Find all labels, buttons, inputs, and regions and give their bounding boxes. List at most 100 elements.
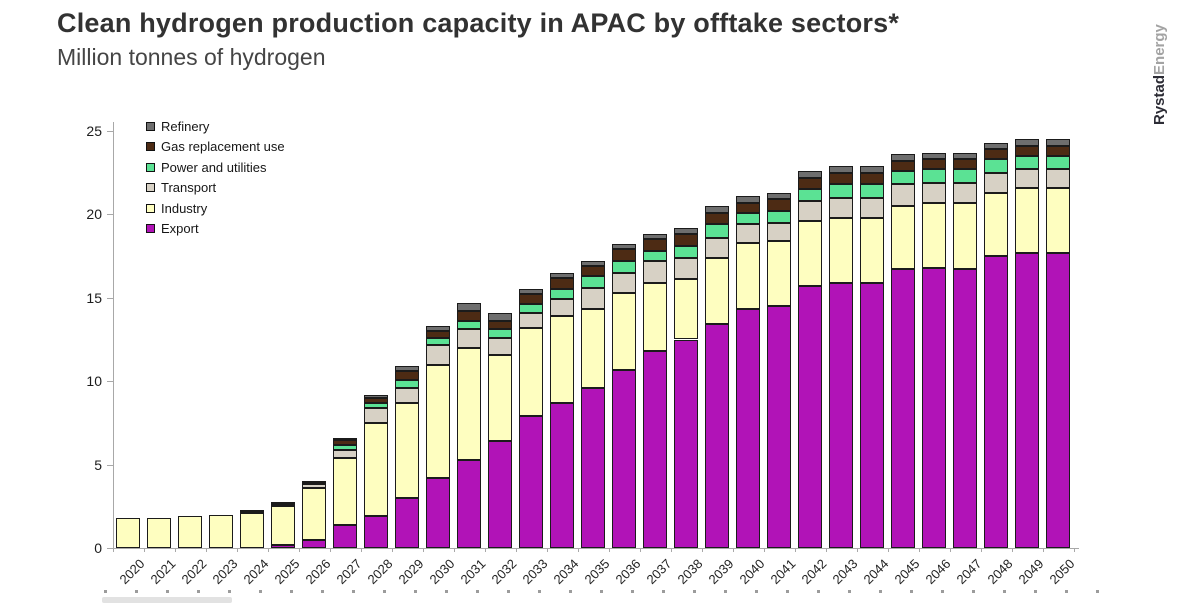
bar-segment (798, 189, 822, 202)
bar-segment (736, 242, 760, 310)
y-tick-label: 5 (94, 456, 102, 473)
bar-segment (798, 286, 822, 548)
x-axis-year-label: 2021 (147, 556, 179, 588)
bar-segment (860, 282, 884, 548)
x-tick-mark (143, 548, 145, 552)
bar-segment (674, 227, 698, 235)
bar-segment (829, 197, 853, 218)
bar-segment (271, 544, 295, 548)
bar-segment (271, 503, 295, 507)
bar-segment (333, 449, 357, 458)
bar-segment (705, 224, 729, 238)
bar-segment (488, 312, 512, 322)
bar-segment (829, 184, 853, 198)
x-axis-year-label: 2050 (1046, 556, 1078, 588)
x-axis-year-label: 2041 (767, 556, 799, 588)
bar-segment (674, 279, 698, 340)
bar-segment (519, 294, 543, 305)
x-axis-year-label: 2042 (798, 556, 830, 588)
bar-segment (953, 269, 977, 548)
x-tick-mark (205, 548, 207, 552)
bar-segment (426, 331, 450, 338)
bar-segment (798, 221, 822, 287)
bar-segment (488, 337, 512, 355)
bar-segment (302, 483, 326, 488)
x-tick-mark (174, 548, 176, 552)
bar-segment (736, 202, 760, 213)
bar-segment (457, 311, 481, 322)
bar-segment (922, 202, 946, 268)
legend-item: Refinery (146, 116, 285, 137)
bar-segment (116, 517, 140, 548)
legend-label: Power and utilities (161, 159, 267, 175)
bar-segment (488, 354, 512, 442)
bar-segment (1046, 146, 1070, 156)
bar-segment (364, 407, 388, 423)
x-tick-mark (236, 548, 238, 552)
bar-segment (736, 224, 760, 243)
bar-segment (581, 261, 605, 267)
bar-segment (364, 397, 388, 403)
x-tick-mark (515, 548, 517, 552)
legend-swatch-icon (146, 142, 155, 152)
x-axis-year-label: 2031 (457, 556, 489, 588)
bar-segment (767, 192, 791, 200)
bar-segment (519, 416, 543, 548)
bar-segment (922, 182, 946, 203)
x-tick-mark (794, 548, 796, 552)
bar-segment (488, 329, 512, 338)
legend-swatch-icon (146, 162, 155, 172)
bar-segment (922, 267, 946, 548)
bar-segment (1015, 169, 1039, 188)
legend-swatch-icon (146, 203, 155, 213)
bar-segment (643, 282, 667, 352)
bar-segment (271, 502, 295, 505)
x-tick-mark (112, 548, 114, 552)
bar-segment (612, 369, 636, 548)
legend-label: Transport (161, 180, 217, 196)
bar-segment (984, 172, 1008, 193)
x-tick-mark (856, 548, 858, 552)
bar-segment (364, 516, 388, 548)
bar-segment (550, 289, 574, 300)
bar-segment (1046, 187, 1070, 253)
rystad-energy-logo: RystadEnergy (1151, 21, 1169, 125)
legend-item: Industry (146, 198, 285, 219)
bar-segment (829, 172, 853, 185)
bar-segment (860, 172, 884, 185)
bar-segment (1046, 139, 1070, 146)
cropped-footnote-dots (104, 590, 1104, 593)
bar-segment (519, 327, 543, 417)
bar-segment (333, 440, 357, 445)
bar-segment (705, 206, 729, 213)
x-axis-year-label: 2020 (116, 556, 148, 588)
x-axis-year-label: 2034 (550, 556, 582, 588)
bar-segment (302, 539, 326, 548)
bar-segment (984, 149, 1008, 160)
legend-item: Power and utilities (146, 157, 285, 178)
cropped-footnote-text (102, 597, 232, 603)
bar-segment (767, 222, 791, 242)
bar-segment (426, 326, 450, 332)
y-tick-mark (107, 464, 113, 466)
bar-segment (550, 299, 574, 317)
bar-segment (860, 184, 884, 198)
bar-segment (891, 154, 915, 162)
x-tick-mark (546, 548, 548, 552)
x-axis-year-label: 2024 (240, 556, 272, 588)
bar-segment (922, 169, 946, 183)
bar-segment (550, 272, 574, 278)
x-axis-year-label: 2045 (891, 556, 923, 588)
bar-segment (550, 316, 574, 403)
x-tick-mark (577, 548, 579, 552)
x-axis-year-label: 2026 (302, 556, 334, 588)
legend-item: Transport (146, 178, 285, 199)
bar-segment (984, 159, 1008, 173)
bar-segment (333, 437, 357, 441)
legend-label: Gas replacement use (161, 139, 285, 155)
bar-segment (364, 422, 388, 517)
bar-segment (829, 217, 853, 283)
x-tick-mark (1042, 548, 1044, 552)
bar-segment (953, 152, 977, 160)
bar-segment (891, 161, 915, 172)
